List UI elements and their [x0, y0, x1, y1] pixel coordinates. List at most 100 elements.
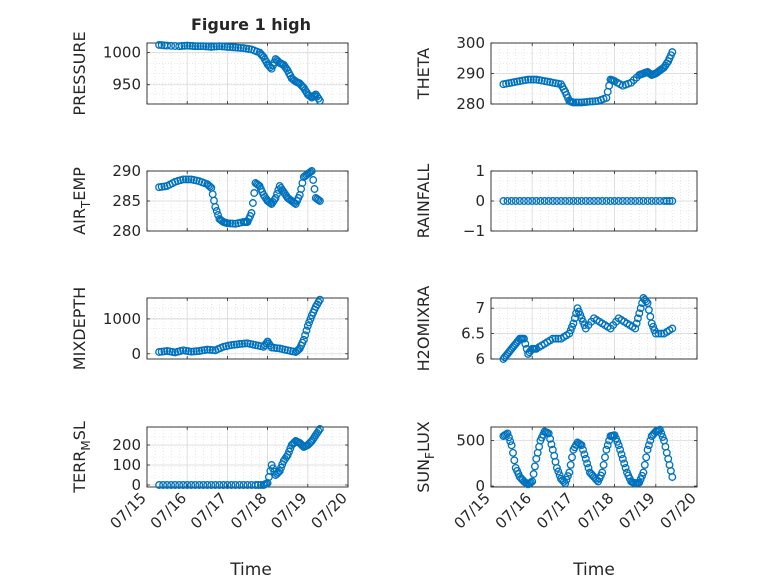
- data-point: [267, 343, 276, 352]
- data-point: [657, 429, 666, 438]
- data-point: [184, 175, 193, 184]
- series-terr-msl: [155, 425, 324, 489]
- data-point: [196, 42, 205, 51]
- y-tick-label: 7: [475, 299, 485, 317]
- data-point: [577, 197, 586, 205]
- data-point: [583, 97, 592, 106]
- y-tick-label: 285: [112, 192, 141, 210]
- data-point: [155, 348, 164, 356]
- data-point: [208, 346, 217, 355]
- data-point: [193, 42, 202, 51]
- x-tick-label: 07/18: [227, 489, 270, 532]
- panel-sun-flux: 0 500 SUNFLUX 07/1507/1607/1707/1807/1907/2…: [414, 421, 700, 532]
- data-point: [646, 312, 655, 321]
- y-tick-label: 300: [456, 34, 485, 52]
- data-point: [573, 197, 582, 205]
- data-point: [299, 335, 308, 344]
- data-point: [215, 481, 224, 489]
- data-point: [633, 314, 642, 323]
- data-point: [163, 481, 172, 489]
- data-point: [623, 197, 631, 205]
- y-tick-label: 200: [112, 436, 141, 454]
- data-point: [654, 329, 663, 338]
- data-point: [566, 460, 575, 469]
- data-point: [565, 197, 574, 205]
- x-tick-label: 07/16: [147, 489, 190, 532]
- data-point: [577, 98, 586, 107]
- data-point: [302, 326, 311, 335]
- data-point: [528, 477, 537, 486]
- y-tick-label: 100: [112, 456, 141, 474]
- data-point: [529, 470, 538, 478]
- y-tick-label: 290: [112, 162, 141, 180]
- data-point: [554, 334, 563, 343]
- data-point: [548, 334, 557, 343]
- data-point: [211, 203, 220, 211]
- y-axis-label: SUNFLUX: [414, 421, 437, 493]
- data-point: [226, 43, 235, 52]
- data-point: [502, 79, 511, 88]
- data-point: [163, 347, 172, 355]
- data-point: [219, 481, 228, 489]
- data-point: [227, 341, 236, 350]
- data-point: [306, 314, 315, 323]
- data-point: [530, 462, 539, 471]
- data-point: [212, 207, 221, 215]
- data-point: [557, 197, 565, 205]
- data-point: [635, 197, 644, 205]
- data-point: [232, 340, 241, 349]
- data-point: [250, 189, 259, 197]
- data-point: [590, 197, 598, 205]
- data-point: [208, 190, 217, 199]
- data-point: [529, 75, 538, 84]
- data-point: [197, 346, 206, 355]
- data-point: [581, 197, 590, 205]
- data-point: [591, 97, 600, 106]
- panel-theta: 280 290 300 THETA: [414, 34, 698, 113]
- data-point: [511, 197, 520, 205]
- data-point: [647, 197, 656, 205]
- data-point: [602, 445, 611, 454]
- y-tick-label: 290: [456, 65, 485, 83]
- panel-rainfall: −1 0 1 RAINFALL: [414, 162, 698, 240]
- data-point: [270, 343, 279, 352]
- x-tick-label: 07/18: [574, 489, 617, 532]
- data-point: [227, 481, 236, 489]
- axes-box: [146, 42, 349, 105]
- x-tick-label: 07/16: [492, 489, 535, 532]
- data-point: [544, 197, 553, 205]
- figure-title: Figure 1 high: [191, 15, 311, 34]
- data-point: [179, 481, 188, 489]
- data-point: [207, 481, 216, 489]
- y-tick-label: 0: [475, 477, 485, 495]
- data-point: [315, 96, 324, 105]
- data-point: [177, 42, 186, 50]
- data-point: [163, 41, 172, 50]
- data-point: [155, 40, 164, 49]
- data-point: [580, 450, 589, 459]
- data-point: [569, 197, 578, 205]
- data-point: [569, 98, 578, 107]
- y-tick-label: 950: [112, 76, 141, 94]
- data-point: [574, 98, 583, 107]
- data-point: [309, 176, 318, 184]
- data-point: [610, 197, 619, 205]
- data-point: [620, 459, 629, 468]
- data-point: [526, 75, 535, 84]
- data-point: [315, 425, 324, 433]
- data-point: [204, 42, 213, 51]
- y-tick-label: 0: [131, 476, 141, 494]
- data-point: [548, 197, 557, 205]
- data-point: [223, 481, 232, 489]
- data-point: [577, 441, 586, 450]
- data-point: [515, 197, 524, 205]
- data-point: [627, 197, 636, 205]
- series-sun-flux: [499, 425, 677, 489]
- data-point: [167, 481, 176, 489]
- data-point: [632, 319, 641, 328]
- data-point: [235, 340, 244, 348]
- data-point: [524, 75, 533, 84]
- data-point: [585, 97, 594, 106]
- data-point: [526, 478, 535, 487]
